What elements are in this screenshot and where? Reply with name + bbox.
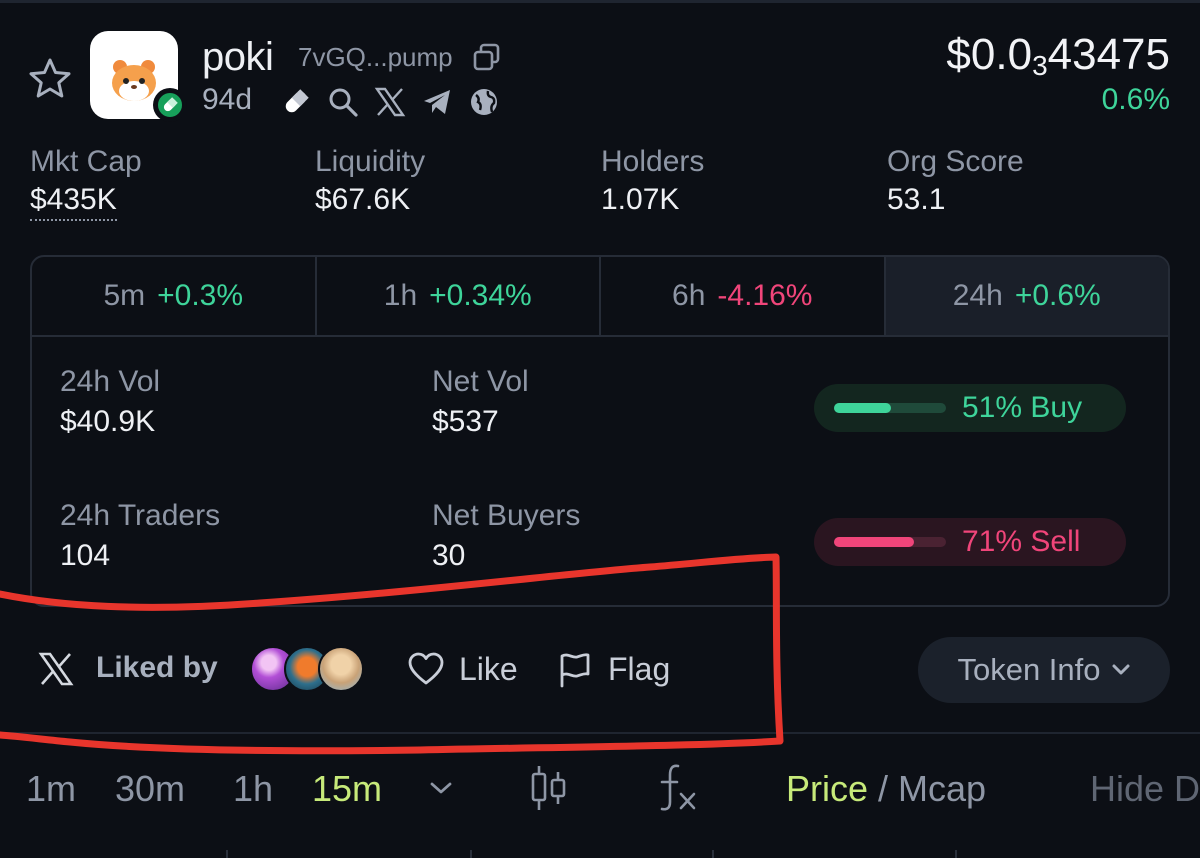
pill-icon — [163, 97, 178, 112]
sell-ratio-text: 71% Sell — [962, 525, 1081, 558]
liked-by-label: Liked by — [96, 651, 218, 684]
liked-by-avatars[interactable] — [250, 646, 370, 694]
timeframe-1m[interactable]: 1m — [26, 768, 77, 809]
buy-ratio-pill: 51% Buy — [814, 384, 1126, 432]
cell-net-buyers: Net Buyers 30 — [432, 499, 580, 573]
tab-change: +0.34% — [429, 279, 532, 312]
sell-ratio-fill — [834, 537, 914, 547]
token-info-button[interactable]: Token Info — [918, 637, 1170, 703]
tab-label: 24h — [952, 279, 1003, 312]
price-mcap-toggle[interactable]: Price / Mcap — [786, 768, 986, 810]
cell-net-vol: Net Vol $537 — [432, 365, 529, 439]
buy-ratio-fill — [834, 403, 892, 413]
token-logo — [90, 31, 187, 122]
token-age: 94d — [202, 83, 253, 116]
globe-icon[interactable] — [468, 86, 500, 118]
chart-tick — [226, 850, 228, 858]
cell-label: Net Vol — [432, 365, 529, 398]
cell-label: 24h Vol — [60, 365, 161, 398]
token-price: $0.0343475 — [946, 30, 1170, 81]
cell-24h-vol: 24h Vol $40.9K — [60, 365, 160, 439]
pill-icon[interactable] — [280, 86, 312, 118]
chart-tick — [712, 850, 714, 858]
chart-tick — [955, 850, 957, 858]
tab-5m[interactable]: 5m +0.3% — [32, 257, 317, 335]
price-change: 0.6% — [1101, 83, 1170, 116]
tab-change: +0.3% — [157, 279, 244, 312]
tab-6h[interactable]: 6h -4.16% — [601, 257, 886, 335]
stat-value: 1.07K — [601, 183, 680, 216]
heart-icon[interactable] — [408, 652, 444, 686]
period-stats-panel: 5m +0.3% 1h +0.34% 6h -4.16% 24h +0.6% 2… — [30, 255, 1170, 607]
flag-button[interactable]: Flag — [608, 651, 671, 687]
verified-badge — [153, 88, 187, 122]
section-divider — [0, 732, 1200, 734]
stat-label: Liquidity — [315, 145, 426, 178]
chart-tick — [470, 850, 472, 858]
cell-value: $537 — [432, 405, 499, 438]
sell-ratio-bar — [834, 537, 946, 547]
cell-24h-traders: 24h Traders 104 — [60, 499, 220, 573]
cell-value: 30 — [432, 539, 466, 572]
cell-label: Net Buyers — [432, 499, 581, 532]
cell-value: $40.9K — [60, 405, 156, 438]
copy-icon[interactable] — [472, 42, 502, 72]
price-option[interactable]: Price — [786, 768, 869, 809]
stat-value: 53.1 — [887, 183, 946, 216]
token-name: poki — [202, 35, 274, 79]
avatar[interactable] — [318, 646, 364, 692]
chevron-down-icon — [1112, 664, 1130, 675]
stat-liquidity: Liquidity $67.6K — [315, 145, 425, 217]
cell-label: 24h Traders — [60, 499, 221, 532]
stat-mkt-cap[interactable]: Mkt Cap $435K — [30, 145, 142, 221]
token-address[interactable]: 7vGQ...pump — [298, 42, 453, 72]
top-border — [0, 0, 1200, 3]
tab-24h[interactable]: 24h +0.6% — [885, 257, 1168, 335]
toggle-separator: / — [868, 768, 899, 809]
timeframe-1h[interactable]: 1h — [233, 768, 274, 809]
hide-button[interactable]: Hide D — [1090, 768, 1200, 809]
buy-ratio-bar — [834, 403, 946, 413]
timeframe-15m[interactable]: 15m — [312, 768, 383, 809]
hamster-logo-icon — [112, 60, 156, 101]
search-icon[interactable] — [327, 86, 359, 118]
stat-holders: Holders 1.07K — [601, 145, 704, 217]
x-twitter-icon[interactable] — [38, 651, 74, 687]
timeframe-30m[interactable]: 30m — [115, 768, 186, 809]
telegram-icon[interactable] — [421, 86, 453, 118]
stat-org-score: Org Score 53.1 — [887, 145, 1024, 217]
star-icon[interactable] — [28, 56, 72, 100]
sell-ratio-pill: 71% Sell — [814, 518, 1126, 566]
token-info-label: Token Info — [957, 652, 1101, 687]
candlestick-icon[interactable] — [526, 764, 570, 812]
tab-change: -4.16% — [717, 279, 813, 312]
flag-icon[interactable] — [558, 652, 592, 688]
x-twitter-icon[interactable] — [374, 86, 406, 118]
period-tabs: 5m +0.3% 1h +0.34% 6h -4.16% 24h +0.6% — [32, 257, 1168, 337]
stat-label: Org Score — [887, 145, 1024, 178]
tab-1h[interactable]: 1h +0.34% — [317, 257, 601, 335]
like-button[interactable]: Like — [459, 651, 518, 687]
cell-value: 104 — [60, 539, 111, 572]
buy-ratio-text: 51% Buy — [962, 391, 1083, 424]
tab-label: 5m — [103, 279, 146, 312]
stat-label: Mkt Cap — [30, 145, 142, 178]
mcap-option[interactable]: Mcap — [898, 768, 987, 809]
chevron-down-icon[interactable] — [427, 779, 455, 797]
function-indicator-icon[interactable] — [656, 762, 698, 812]
stat-label: Holders — [601, 145, 705, 178]
stat-value: $435K — [30, 183, 117, 221]
tab-label: 1h — [383, 279, 418, 312]
tab-label: 6h — [672, 279, 706, 312]
tab-change: +0.6% — [1014, 279, 1101, 312]
stat-value: $67.6K — [315, 183, 411, 216]
